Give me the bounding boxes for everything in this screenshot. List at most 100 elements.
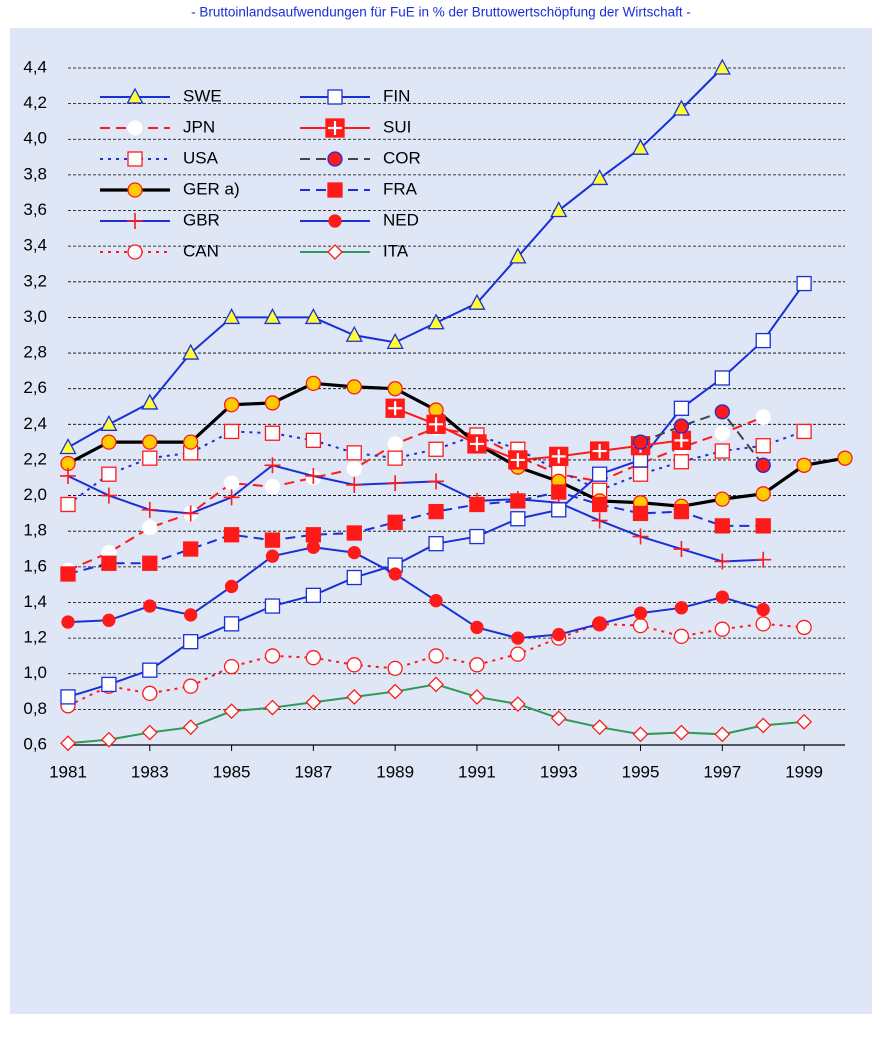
marker [591,466,608,482]
marker [755,616,771,632]
marker [591,169,609,186]
marker [470,620,484,635]
marker [100,731,117,748]
y-tick-label: 2,2 [23,449,47,468]
marker [305,375,322,391]
y-tick-label: 3,8 [23,164,47,183]
legend-label: GBR [183,210,220,229]
marker [713,58,731,75]
x-tick-label: 1985 [213,762,251,781]
marker [327,182,343,198]
marker [837,450,853,466]
marker [184,608,198,622]
marker [346,688,363,705]
marker [428,441,444,457]
marker [346,476,363,493]
marker [632,466,649,482]
series [59,58,731,455]
legend-label: JPN [183,117,215,136]
marker [427,313,445,330]
chart-title: - Bruttoinlandsaufwendungen für FuE in %… [191,5,691,20]
y-tick-label: 3,6 [23,200,47,219]
marker [469,496,485,513]
marker [305,650,322,666]
marker [264,648,281,664]
marker [305,467,322,484]
marker [264,532,281,548]
marker-cross [469,436,484,451]
marker [223,397,240,413]
marker [469,657,485,673]
marker [796,457,812,473]
marker [429,594,443,608]
marker [550,710,567,727]
marker [265,549,280,563]
marker-cross [429,417,444,432]
marker-cross [328,121,342,135]
marker [510,646,526,662]
legend-label: SUI [383,117,411,136]
marker [345,325,363,342]
marker [127,244,143,260]
legend-item: CAN [100,241,219,260]
legend-item: FIN [300,86,410,105]
legend-label: CAN [183,241,219,260]
marker [305,587,322,603]
marker [183,678,199,694]
marker [510,511,526,527]
marker [551,484,567,500]
marker [305,527,322,543]
marker [469,528,485,545]
marker [673,503,690,520]
marker [102,613,116,627]
marker [264,425,281,441]
marker [346,525,362,541]
marker [796,713,813,730]
marker [632,726,649,743]
marker [127,120,143,136]
marker [328,214,342,228]
marker [141,724,158,741]
marker [143,599,157,613]
plot-panel [10,28,872,1014]
marker-cross [592,444,607,459]
marker [631,138,650,155]
marker [126,87,144,104]
marker [305,694,322,711]
y-tick-label: 4,0 [23,129,47,148]
marker [633,606,648,620]
legend-label: COR [383,148,421,167]
marker [714,518,730,534]
marker [142,662,158,678]
legend-item: GBR [100,210,220,229]
x-tick-label: 1987 [294,762,332,781]
marker [755,438,771,454]
marker [428,648,444,664]
marker [551,502,567,518]
marker [101,676,117,693]
marker [632,434,649,450]
x-tick-label: 1983 [131,762,169,781]
marker [714,404,730,420]
y-tick-label: 4,4 [23,57,47,76]
marker [127,151,143,167]
y-tick-label: 0,6 [23,734,47,753]
marker-cross [510,452,525,467]
marker [673,454,690,470]
y-tick-label: 1,6 [23,556,47,575]
marker [591,719,608,736]
marker [264,395,281,411]
series [60,616,812,714]
marker [223,616,240,632]
series [385,398,692,470]
marker [755,551,772,568]
legend-item: NED [300,210,419,229]
marker [142,450,158,466]
series [61,540,770,645]
x-tick-label: 1995 [622,762,660,781]
marker [714,443,730,459]
marker [387,683,404,700]
marker [222,308,241,325]
marker [387,436,403,452]
